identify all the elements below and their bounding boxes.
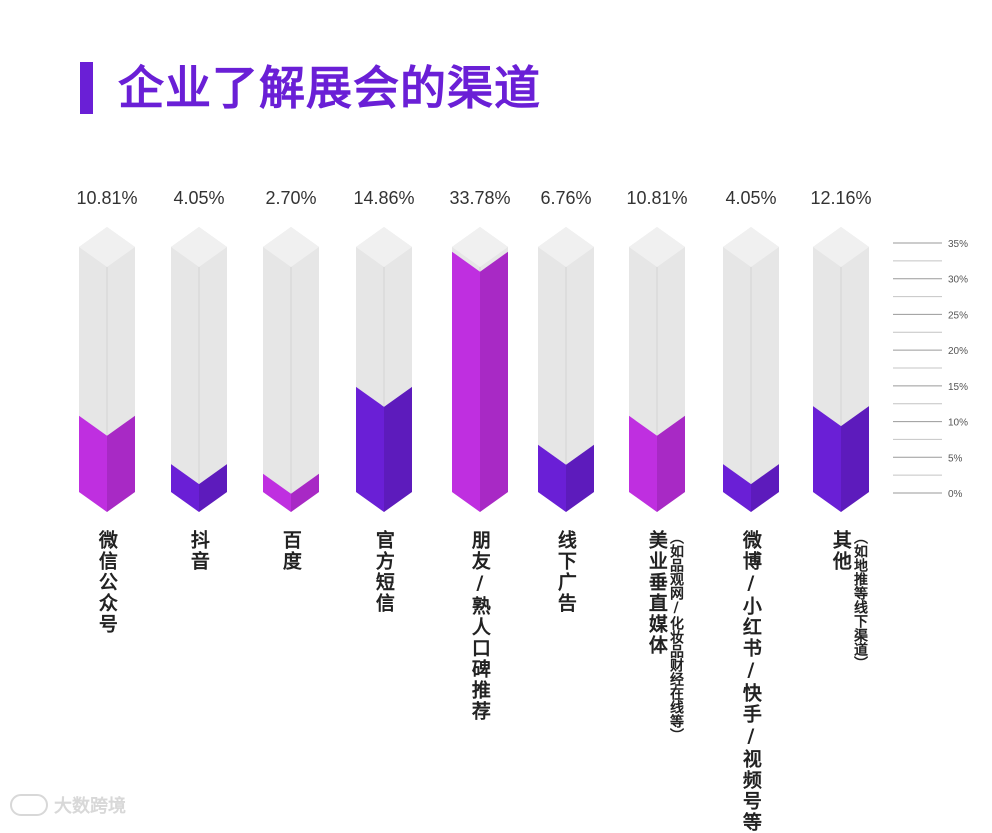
y-tick-label: 25%	[948, 310, 968, 321]
bar-7	[629, 227, 685, 512]
category-label-8: 微博/小红书/快手/视频号等	[739, 530, 762, 833]
bar-6	[538, 227, 594, 512]
bar-9	[813, 227, 869, 512]
value-label-9: 12.16%	[810, 188, 871, 208]
value-label-3: 2.70%	[265, 188, 316, 208]
y-tick-label: 10%	[948, 418, 968, 429]
value-label-8: 4.05%	[725, 188, 776, 208]
bar-4	[356, 227, 412, 512]
y-tick-label: 30%	[948, 275, 968, 286]
category-label-7: 美业垂直媒体	[645, 530, 668, 656]
category-label-5: 朋友/熟人口碑推荐	[468, 530, 491, 722]
y-tick-label: 20%	[948, 346, 968, 357]
bar-1	[79, 227, 135, 512]
y-tick-label: 35%	[948, 239, 968, 250]
bar-5	[452, 227, 508, 512]
category-label-2: 抖音	[187, 530, 210, 572]
value-label-1: 10.81%	[76, 188, 137, 208]
bar-8	[723, 227, 779, 512]
watermark-text: 大数跨境	[54, 796, 126, 817]
category-note-9: （如地推等线下渠道）	[852, 530, 868, 670]
category-note-7: （如品观网/化妆品财经在线等）	[668, 530, 684, 742]
value-label-5: 33.78%	[449, 188, 510, 208]
category-label-6: 线下广告	[554, 530, 577, 614]
y-tick-label: 15%	[948, 382, 968, 393]
category-label-1: 微信公众号	[95, 530, 118, 635]
value-label-2: 4.05%	[173, 188, 224, 208]
category-label-9: 其他	[829, 530, 852, 572]
value-label-4: 14.86%	[353, 188, 414, 208]
watermark-logo-icon	[10, 794, 48, 816]
category-label-4: 官方短信	[372, 530, 395, 614]
value-label-7: 10.81%	[626, 188, 687, 208]
value-label-6: 6.76%	[540, 188, 591, 208]
y-tick-label: 0%	[948, 489, 963, 500]
title-accent-bar	[80, 62, 93, 114]
category-label-3: 百度	[279, 530, 302, 572]
page-title: 企业了解展会的渠道	[118, 61, 541, 115]
watermark: 大数跨境	[10, 792, 126, 818]
bar-3	[263, 227, 319, 512]
bar-2	[171, 227, 227, 512]
y-axis: 0% 5% 10% 15% 20% 25% 30% 35%	[893, 239, 968, 500]
y-tick-label: 5%	[948, 453, 963, 464]
